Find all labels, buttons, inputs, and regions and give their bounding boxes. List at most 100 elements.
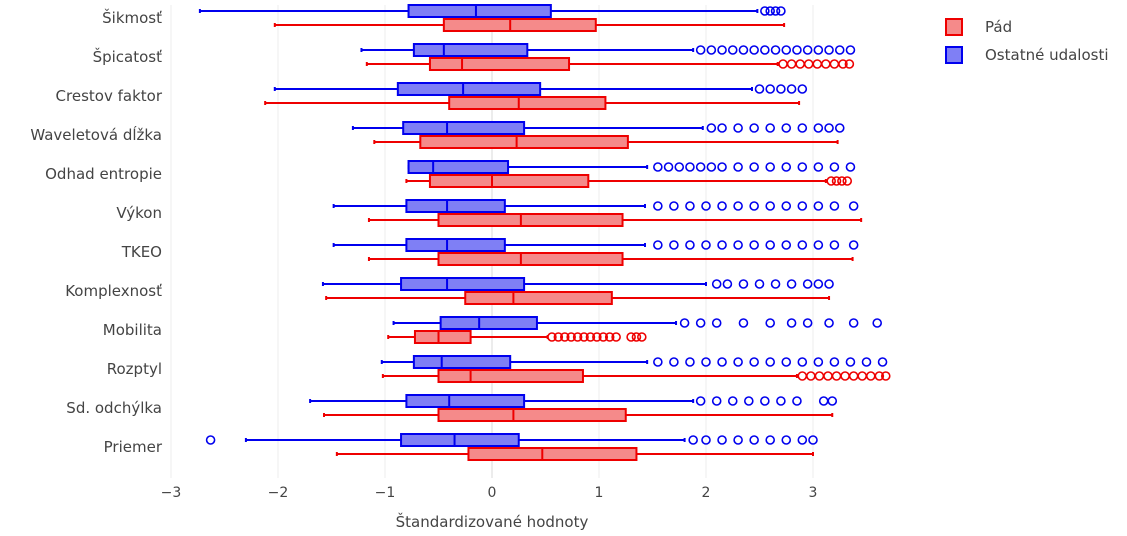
iqr-box bbox=[402, 121, 526, 135]
outlier-point bbox=[813, 123, 824, 133]
outlier-point bbox=[814, 371, 825, 381]
outlier-point bbox=[824, 279, 834, 289]
box-pad bbox=[323, 408, 834, 422]
outlier-point bbox=[695, 318, 706, 328]
outlier-point bbox=[806, 371, 816, 381]
category-label: Odhad entropie bbox=[45, 165, 162, 183]
outlier-point bbox=[706, 162, 717, 172]
outlier-point bbox=[827, 396, 838, 406]
iqr-box bbox=[464, 291, 613, 305]
outlier-point bbox=[738, 45, 749, 55]
legend-label: Ostatné udalosti bbox=[985, 46, 1109, 64]
outlier-point bbox=[701, 240, 711, 250]
x-tick-label: 0 bbox=[488, 485, 497, 501]
outlier-point bbox=[765, 84, 776, 94]
x-tick-label: 3 bbox=[809, 485, 818, 501]
outlier-point bbox=[797, 201, 808, 211]
outlier-point bbox=[765, 318, 776, 328]
outlier-point bbox=[874, 371, 885, 381]
outlier-point bbox=[821, 59, 831, 69]
outlier-point bbox=[797, 371, 808, 381]
outlier-point bbox=[834, 123, 845, 133]
outlier-point bbox=[669, 240, 679, 250]
outlier-point bbox=[813, 279, 824, 289]
legend-swatch bbox=[945, 18, 963, 36]
outlier-point bbox=[760, 45, 770, 55]
box-ostatne bbox=[407, 160, 856, 174]
box-ostatne bbox=[309, 394, 838, 408]
outlier-point bbox=[205, 435, 216, 445]
outlier-point bbox=[727, 396, 738, 406]
outlier-point bbox=[717, 123, 727, 133]
legend: Pád Ostatné udalosti bbox=[945, 18, 1109, 64]
x-axis-title: Štandardizované hodnoty bbox=[396, 512, 589, 531]
iqr-box bbox=[428, 57, 571, 71]
x-tick-label: −2 bbox=[268, 485, 289, 501]
outlier-point bbox=[829, 201, 840, 211]
x-tick-label: 1 bbox=[595, 485, 604, 501]
x-tick-label: −1 bbox=[375, 485, 396, 501]
outlier-point bbox=[792, 396, 802, 406]
iqr-box bbox=[437, 252, 624, 266]
outlier-point bbox=[706, 123, 717, 133]
x-tick-label: 2 bbox=[702, 485, 711, 501]
outlier-point bbox=[845, 357, 856, 367]
outlier-point bbox=[674, 162, 685, 172]
outlier-point bbox=[653, 201, 663, 211]
box-pad bbox=[367, 213, 863, 227]
outlier-point bbox=[824, 45, 834, 55]
iqr-box bbox=[412, 43, 529, 57]
outlier-point bbox=[797, 240, 808, 250]
outlier-point bbox=[818, 396, 829, 406]
outlier-point bbox=[685, 201, 695, 211]
category-labels: Šikmosť Špicatosť Crestov faktor Waveletová… bbox=[30, 8, 162, 456]
box-ostatne bbox=[332, 199, 859, 213]
outlier-point bbox=[812, 59, 823, 69]
outlier-point bbox=[765, 123, 776, 133]
outlier-point bbox=[733, 357, 743, 367]
outlier-point bbox=[770, 45, 781, 55]
outlier-point bbox=[547, 332, 557, 342]
outlier-point bbox=[733, 435, 743, 445]
outlier-point bbox=[760, 6, 770, 16]
outlier-point bbox=[706, 45, 717, 55]
outlier-point bbox=[826, 176, 836, 186]
outlier-point bbox=[679, 318, 690, 328]
box-ostatne bbox=[198, 4, 786, 18]
outlier-point bbox=[781, 162, 792, 172]
outlier-point bbox=[848, 318, 859, 328]
outlier-point bbox=[824, 318, 834, 328]
box-pad bbox=[405, 174, 853, 188]
outlier-point bbox=[776, 84, 786, 94]
iqr-box bbox=[407, 4, 552, 18]
outlier-point bbox=[840, 371, 850, 381]
outlier-point bbox=[770, 6, 781, 16]
box-ostatne bbox=[351, 121, 845, 135]
outlier-point bbox=[765, 162, 776, 172]
x-tick-label: −3 bbox=[161, 485, 182, 501]
legend-label: Pád bbox=[985, 18, 1012, 36]
iqr-box bbox=[407, 160, 510, 174]
outlier-point bbox=[776, 396, 786, 406]
outlier-point bbox=[781, 45, 792, 55]
outlier-point bbox=[749, 435, 759, 445]
outlier-point bbox=[808, 435, 818, 445]
outlier-point bbox=[848, 201, 859, 211]
iqr-box bbox=[413, 330, 472, 344]
outlier-point bbox=[717, 162, 727, 172]
x-axis-ticks: −3 −2 −1 0 1 2 3 bbox=[161, 485, 818, 501]
category-label: Špicatosť bbox=[93, 47, 163, 66]
outlier-point bbox=[711, 279, 722, 289]
outlier-point bbox=[786, 318, 797, 328]
outlier-point bbox=[797, 123, 808, 133]
iqr-box bbox=[405, 238, 506, 252]
iqr-box bbox=[442, 18, 597, 32]
outlier-point bbox=[695, 162, 706, 172]
outlier-point bbox=[553, 332, 564, 342]
outlier-point bbox=[722, 279, 733, 289]
outlier-point bbox=[727, 45, 738, 55]
iqr-box bbox=[405, 394, 526, 408]
outlier-point bbox=[631, 332, 642, 342]
outlier-point bbox=[848, 371, 859, 381]
iqr-box bbox=[439, 316, 538, 330]
